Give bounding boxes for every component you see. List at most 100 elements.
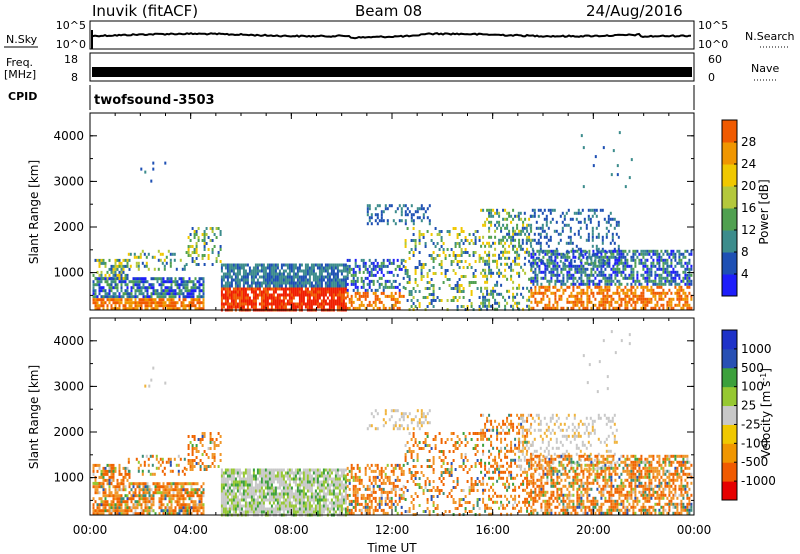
heatmap-cell: [159, 463, 162, 467]
noise-right-tick-top: 10^5: [698, 19, 728, 32]
heatmap-cell: [640, 294, 643, 298]
heatmap-cell: [122, 307, 125, 311]
heatmap-cell: [118, 273, 121, 277]
heatmap-cell: [188, 509, 191, 513]
heatmap-cell: [300, 299, 303, 303]
heatmap-cell: [678, 276, 681, 280]
heatmap-cell: [350, 303, 353, 307]
heatmap-cell: [120, 503, 123, 507]
heatmap-cell: [209, 441, 212, 444]
heatmap-cell: [548, 261, 551, 265]
heatmap-cell: [618, 306, 621, 310]
heatmap-cell: [244, 477, 247, 481]
heatmap-cell: [564, 258, 567, 262]
heatmap-cell: [532, 282, 535, 286]
heatmap-cell: [226, 263, 229, 267]
heatmap-cell: [533, 214, 536, 218]
heatmap-cell: [408, 257, 411, 260]
heatmap-cell: [558, 288, 561, 292]
heatmap-cell: [92, 509, 95, 513]
heatmap-cell: [562, 267, 565, 271]
heatmap-cell: [138, 497, 141, 501]
heatmap-cell: [478, 305, 481, 308]
heatmap-cell: [158, 301, 161, 305]
heatmap-cell: [100, 481, 103, 485]
heatmap-cell: [258, 504, 261, 508]
heatmap-cell: [603, 217, 606, 221]
heatmap-cell: [170, 304, 173, 308]
heatmap-cell: [140, 277, 143, 281]
heatmap-cell: [541, 229, 544, 233]
heatmap-cell: [532, 294, 535, 298]
heatmap-cell: [222, 471, 225, 475]
heatmap-cell: [620, 297, 623, 301]
heatmap-cell: [636, 273, 639, 277]
heatmap-cell: [286, 471, 289, 475]
heatmap-cell: [512, 307, 515, 311]
heatmap-cell: [288, 498, 291, 502]
heatmap-cell: [462, 251, 465, 254]
heatmap-cell: [248, 492, 251, 496]
heatmap-cell: [636, 279, 639, 283]
heatmap-cell: [658, 255, 661, 259]
heatmap-cell: [678, 300, 681, 304]
heatmap-cell: [242, 486, 245, 490]
heatmap-cell: [205, 468, 208, 471]
heatmap-cell: [480, 301, 483, 305]
heatmap-cell: [168, 491, 171, 495]
heatmap-cell: [404, 260, 407, 263]
heatmap-cell: [688, 285, 691, 289]
heatmap-cell: [164, 509, 167, 513]
heatmap-cell: [143, 264, 146, 268]
heatmap-cell: [524, 250, 527, 254]
heatmap-cell: [230, 305, 233, 309]
heatmap-cell: [240, 498, 243, 502]
heatmap-cell: [680, 294, 683, 298]
heatmap-cell: [640, 285, 643, 289]
heatmap-cell: [484, 268, 487, 272]
heatmap-cell: [650, 285, 653, 289]
heatmap-cell: [244, 269, 247, 273]
heatmap-cell: [666, 279, 669, 283]
heatmap-cell: [205, 465, 208, 468]
heatmap-cell: [494, 253, 497, 257]
heatmap-cell: [676, 297, 679, 301]
heatmap-cell: [506, 211, 509, 215]
heatmap-cell: [630, 285, 633, 289]
heatmap-cell: [126, 472, 129, 476]
heatmap-cell: [276, 302, 279, 306]
heatmap-cell: [164, 491, 167, 495]
heatmap-cell: [344, 266, 347, 270]
heatmap-cell: [254, 510, 257, 514]
heatmap-cell: [170, 500, 173, 504]
heatmap-cell: [274, 284, 277, 288]
heatmap-cell: [585, 250, 588, 254]
heatmap-cell: [540, 270, 543, 274]
heatmap-cell: [502, 208, 505, 212]
heatmap-cell: [420, 272, 423, 275]
heatmap-cell: [396, 297, 399, 301]
heatmap-cell: [642, 276, 645, 280]
heatmap-cell: [292, 275, 295, 279]
heatmap-cell: [468, 299, 471, 302]
heatmap-cell: [560, 306, 563, 310]
heatmap-cell: [288, 510, 291, 514]
heatmap-cell: [514, 214, 517, 218]
heatmap-cell: [260, 489, 263, 493]
heatmap-cell: [634, 294, 637, 298]
heatmap-cell: [648, 249, 651, 253]
heatmap-cell: [226, 498, 229, 502]
heatmap-cell: [110, 466, 113, 470]
heatmap-cell: [258, 281, 261, 285]
heatmap-cell: [408, 251, 411, 254]
heatmap-cell: [244, 498, 247, 502]
heatmap-cell: [140, 167, 143, 171]
heatmap-cell: [175, 463, 178, 467]
heatmap-cell: [282, 510, 285, 514]
heatmap-cell: [364, 261, 367, 265]
heatmap-cell: [120, 286, 123, 290]
heatmap-cell: [546, 267, 549, 271]
heatmap-cell: [418, 260, 421, 263]
heatmap-cell: [184, 503, 187, 507]
heatmap-cell: [168, 292, 171, 296]
